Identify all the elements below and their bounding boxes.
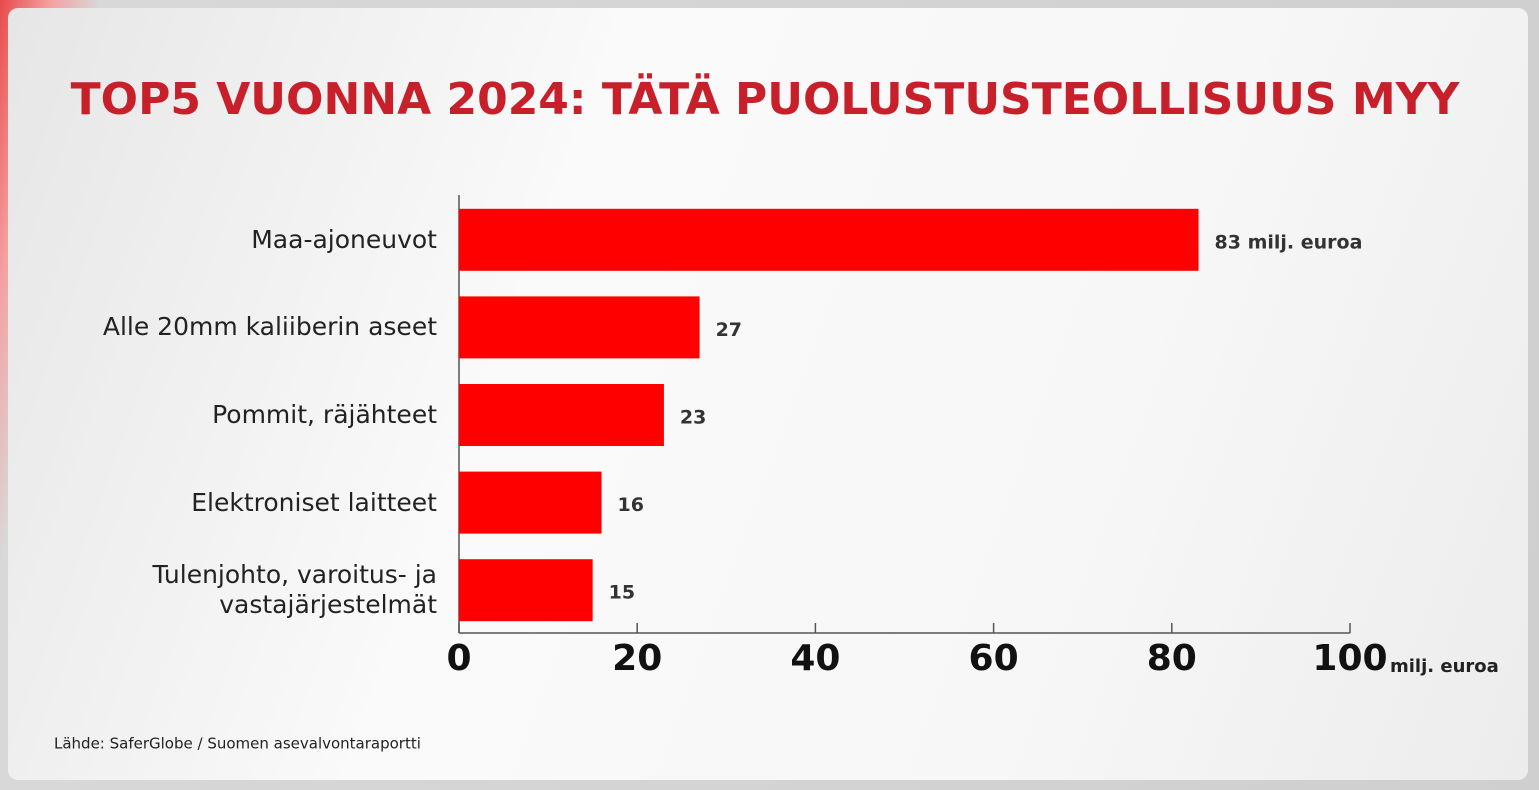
value-label: 15 [609, 582, 635, 604]
bar [459, 559, 593, 622]
bar [459, 471, 602, 534]
bar [459, 384, 664, 446]
chart-title: TOP5 VUONNA 2024: TÄTÄ PUOLUSTUSTEOLLISU… [71, 72, 1461, 125]
category-label: Tulenjohto, varoitus- ja vastajärjestelm… [152, 560, 437, 620]
value-label: 23 [680, 407, 706, 429]
card [8, 8, 1528, 780]
category-label: Alle 20mm kaliiberin aseet [102, 312, 437, 342]
category-label: Maa-ajoneuvot [251, 224, 437, 254]
x-tick-label: 0 [446, 638, 471, 679]
category-label: Pommit, räjähteet [212, 400, 437, 429]
x-tick-label: 100 [1312, 638, 1387, 679]
x-tick-label: 80 [1147, 638, 1197, 679]
bar [459, 208, 1199, 271]
x-tick-label: 40 [790, 638, 840, 679]
value-label: 27 [716, 319, 742, 341]
x-tick-label: 20 [612, 638, 662, 679]
bar [459, 296, 700, 359]
x-axis-label: milj. euroa [1390, 656, 1499, 677]
value-label: 83 milj. euroa [1215, 231, 1363, 253]
value-label: 16 [618, 494, 644, 516]
source: Lähde: SaferGlobe / Suomen asevalvontara… [54, 735, 421, 753]
category-label: Elektroniset laitteet [191, 487, 437, 517]
x-tick-label: 60 [969, 638, 1019, 679]
